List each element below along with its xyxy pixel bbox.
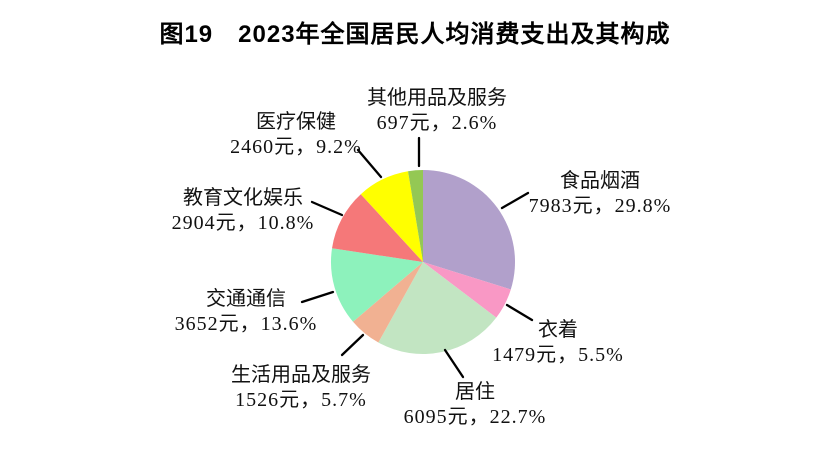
pie-slice-food-tobacco-alcohol: [423, 170, 516, 290]
leader-line-healthcare: [356, 148, 383, 179]
slice-value: 2904元，10.8%: [171, 212, 315, 234]
slice-name: 食品烟酒: [560, 170, 640, 192]
slice-value: 3652元，13.6%: [174, 313, 318, 335]
leader-line-food-tobacco-alcohol: [500, 191, 530, 210]
leader-line-clothing: [505, 303, 534, 322]
slice-name: 居住: [455, 381, 495, 403]
slice-name: 交通通信: [206, 288, 286, 310]
slice-label-housing: 居住 6095元，22.7%: [365, 380, 585, 430]
slice-value: 2460元，9.2%: [230, 136, 362, 158]
slice-name: 医疗保健: [256, 111, 336, 133]
pie-slice-healthcare: [360, 171, 423, 262]
pie-slice-clothing: [423, 262, 511, 318]
slice-label-clothing: 衣着 1479元，5.5%: [448, 318, 668, 368]
slice-name: 教育文化娱乐: [183, 187, 303, 209]
slice-name: 其他用品及服务: [367, 87, 507, 109]
leader-line-education-culture-entertainment: [310, 200, 344, 217]
leader-line-household-goods-services: [340, 333, 365, 357]
slice-value: 697元，2.6%: [376, 112, 498, 134]
leader-line-housing: [443, 348, 465, 379]
slice-name: 生活用品及服务: [231, 364, 371, 386]
pie-slice-household-goods-services: [352, 262, 423, 343]
slice-value: 7983元，29.8%: [528, 195, 672, 217]
slice-label-food-tobacco-alcohol: 食品烟酒 7983元，29.8%: [490, 169, 710, 219]
pie-slice-other-goods-services: [408, 170, 423, 262]
slice-value: 1526元，5.7%: [235, 389, 367, 411]
chart-title: 图19 2023年全国居民人均消费支出及其构成: [159, 21, 671, 48]
slice-label-healthcare: 医疗保健 2460元，9.2%: [186, 110, 406, 160]
slice-label-household-goods-services: 生活用品及服务 1526元，5.7%: [191, 363, 411, 413]
slice-label-other-goods-services: 其他用品及服务 697元，2.6%: [327, 86, 547, 136]
leader-line-transport-communication: [300, 290, 335, 304]
slice-label-education-culture-entertainment: 教育文化娱乐 2904元，10.8%: [133, 186, 353, 236]
slice-value: 1479元，5.5%: [492, 344, 624, 366]
pie-slice-transport-communication: [330, 248, 423, 322]
slice-value: 6095元，22.7%: [403, 406, 547, 428]
pie-slice-housing: [378, 262, 497, 355]
slice-name: 衣着: [538, 319, 578, 341]
pie-slice-education-culture-entertainment: [332, 194, 423, 262]
slice-label-transport-communication: 交通通信 3652元，13.6%: [136, 287, 356, 337]
